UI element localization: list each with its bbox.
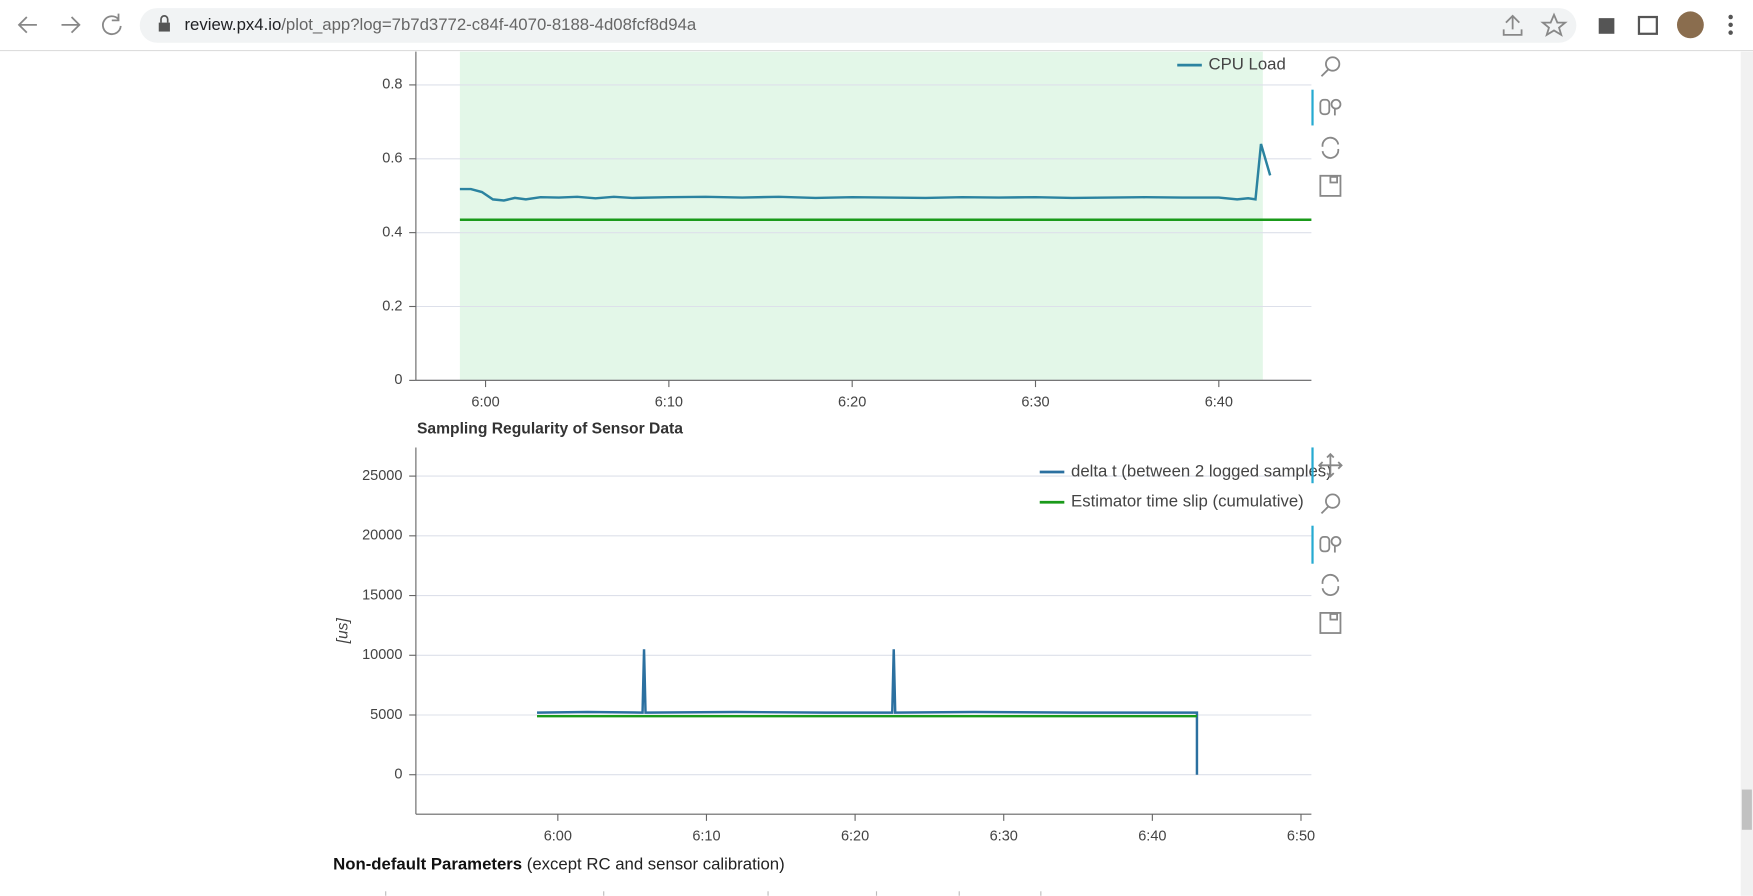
footer-heading: Non-default Parameters (except RC and se… <box>333 855 785 874</box>
y-tick-label: 10000 <box>362 647 402 663</box>
x-tick-label: 6:30 <box>990 828 1018 844</box>
zoom-tool[interactable] <box>1320 56 1341 77</box>
footer-rest: (except RC and sensor calibration) <box>527 855 785 874</box>
legend-label: Estimator time slip (cumulative) <box>1071 492 1304 511</box>
bookmark-icon[interactable] <box>1540 12 1568 37</box>
data-line <box>537 649 1199 775</box>
pan-tool[interactable] <box>1317 452 1343 478</box>
x-tick-label: 6:30 <box>1021 395 1049 411</box>
y-tick-label: 0 <box>394 767 402 783</box>
highlight-region <box>459 51 1263 381</box>
lock-shackle <box>160 15 169 23</box>
chart-title: Sampling Regularity of Sensor Data <box>417 421 683 438</box>
y-tick-label: 0 <box>394 372 402 388</box>
x-tick-label: 6:20 <box>841 828 869 844</box>
url-path: /plot_app?log=7b7d3772-c84f-4070-8188-4d… <box>281 15 697 34</box>
reload-button[interactable] <box>102 13 122 35</box>
x-tick-label: 6:50 <box>1287 828 1315 844</box>
scrollbar-thumb[interactable] <box>1741 789 1752 830</box>
chart-tools <box>1311 56 1342 197</box>
x-tick-label: 6:10 <box>692 828 720 844</box>
wheel-zoom-tool[interactable] <box>1319 535 1342 553</box>
forward-button[interactable] <box>61 16 81 34</box>
reset-tool[interactable] <box>1321 136 1340 159</box>
menu-icon[interactable] <box>1728 14 1733 35</box>
x-tick-label: 6:40 <box>1205 395 1233 411</box>
url: review.px4.io/plot_app?log=7b7d3772-c84f… <box>184 15 696 34</box>
chart-tools <box>1311 447 1343 634</box>
address-bar[interactable] <box>139 8 1577 43</box>
y-tick-label: 25000 <box>362 468 402 484</box>
legend-label: CPU Load <box>1209 55 1286 74</box>
y-tick-label: 0.4 <box>382 224 402 240</box>
y-tick-label: 15000 <box>362 587 402 603</box>
data-line <box>459 143 1272 202</box>
y-tick-label: 0.8 <box>382 77 402 93</box>
y-tick-label: 0.2 <box>382 298 402 314</box>
wheel-zoom-tool[interactable] <box>1319 98 1342 116</box>
x-tick-label: 6:10 <box>655 395 683 411</box>
extensions-icon[interactable] <box>1598 18 1615 34</box>
url-host: review.px4.io <box>184 15 281 34</box>
share-icon[interactable] <box>1502 14 1523 36</box>
zoom-tool[interactable] <box>1320 493 1341 515</box>
save-tool[interactable] <box>1319 612 1342 634</box>
profile-avatar[interactable] <box>1676 11 1704 39</box>
side-panel-icon[interactable] <box>1637 15 1658 35</box>
y-axis-label: [us] <box>334 618 351 645</box>
x-tick-label: 6:40 <box>1138 828 1166 844</box>
x-tick-label: 6:00 <box>471 395 499 411</box>
scrollbar <box>1740 51 1753 896</box>
y-tick-label: 0.6 <box>382 151 402 167</box>
reset-tool[interactable] <box>1321 573 1340 596</box>
back-button[interactable] <box>17 16 37 34</box>
y-tick-label: 5000 <box>370 707 402 723</box>
x-tick-label: 6:00 <box>544 828 572 844</box>
lock-icon <box>158 22 170 32</box>
x-tick-label: 6:20 <box>838 395 866 411</box>
legend-label: delta t (between 2 logged samples) <box>1071 461 1332 480</box>
y-tick-label: 20000 <box>362 528 402 544</box>
plot-area <box>415 447 1312 815</box>
save-tool[interactable] <box>1319 174 1342 197</box>
table-stubs <box>385 891 1042 896</box>
footer-bold: Non-default Parameters <box>333 855 522 874</box>
